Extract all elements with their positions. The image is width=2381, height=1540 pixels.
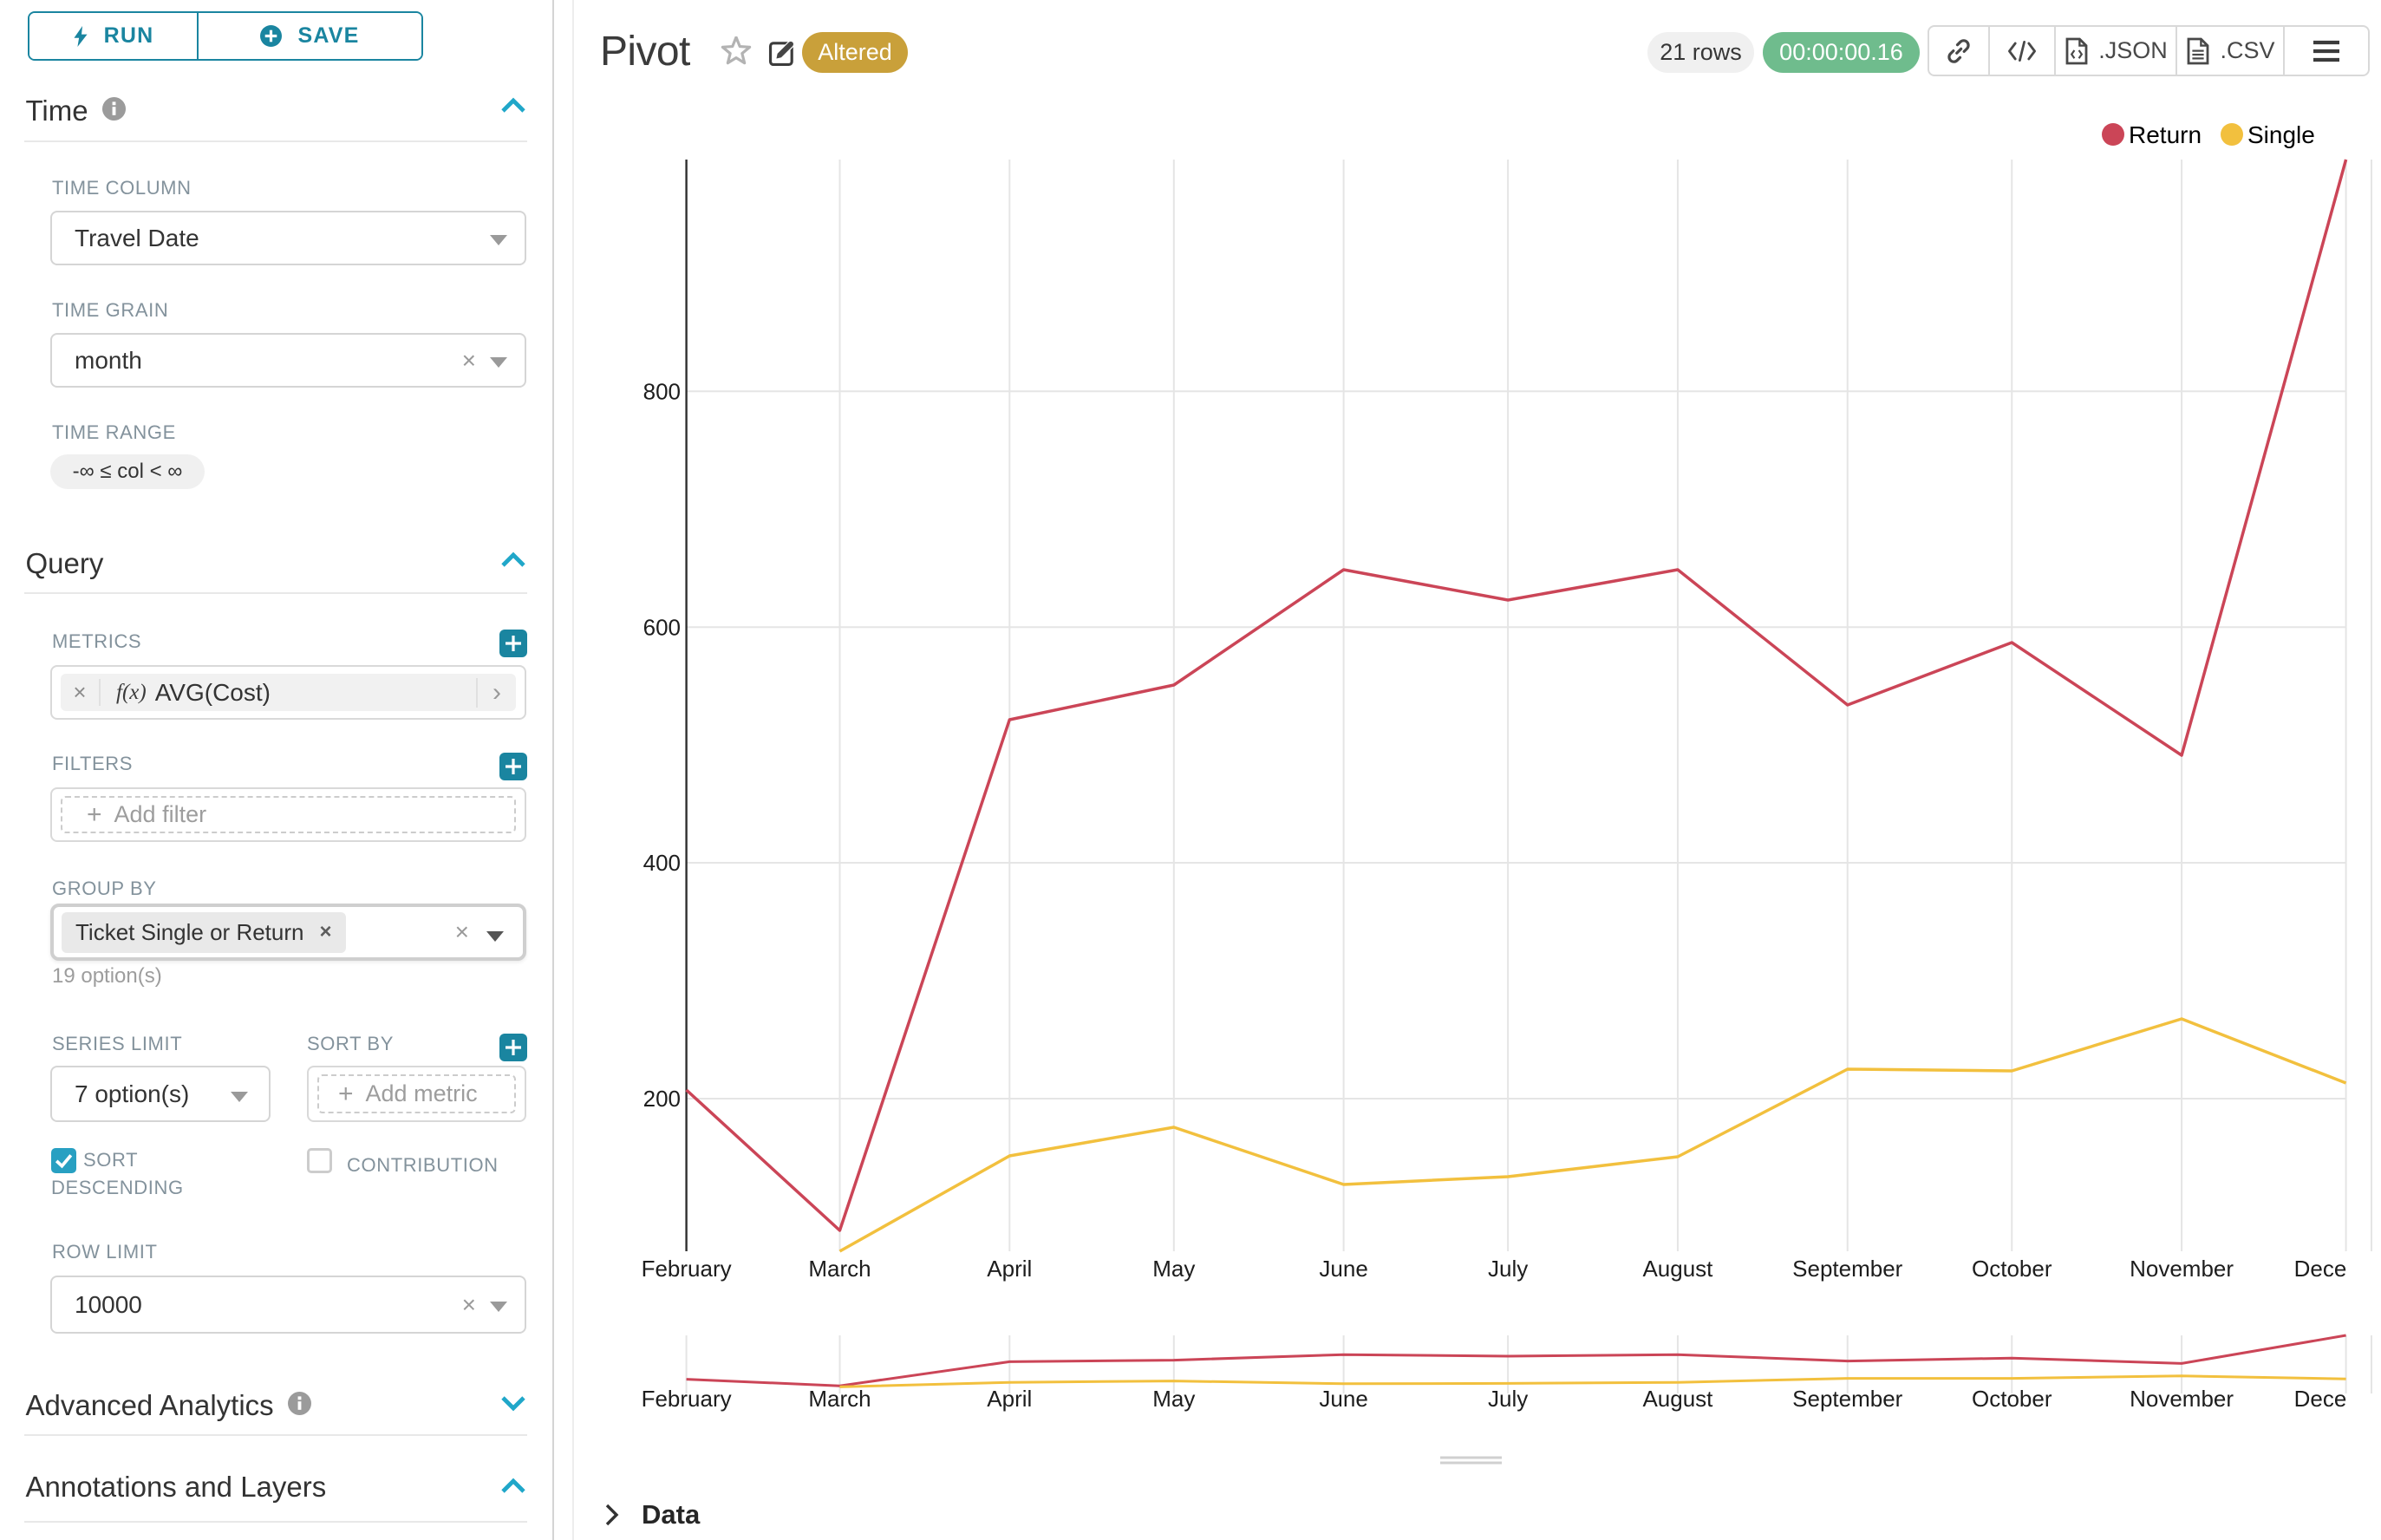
svg-text:800: 800 [643, 379, 681, 405]
svg-text:Return: Return [2129, 121, 2202, 148]
svg-text:October: October [1972, 1386, 2052, 1412]
svg-text:July: July [1488, 1386, 1528, 1412]
svg-text:June: June [1319, 1256, 1367, 1282]
svg-text:May: May [1152, 1386, 1195, 1412]
svg-text:February: February [642, 1386, 732, 1412]
svg-text:September: September [1792, 1386, 1903, 1412]
svg-text:400: 400 [643, 850, 681, 876]
svg-text:October: October [1972, 1256, 2052, 1282]
svg-text:December: December [2294, 1386, 2381, 1412]
svg-text:July: July [1488, 1256, 1528, 1282]
svg-text:August: August [1642, 1386, 1713, 1412]
svg-text:March: March [808, 1256, 871, 1282]
svg-text:June: June [1319, 1386, 1367, 1412]
svg-text:May: May [1152, 1256, 1195, 1282]
svg-text:200: 200 [643, 1086, 681, 1112]
svg-text:February: February [642, 1256, 732, 1282]
svg-text:April: April [987, 1256, 1032, 1282]
svg-text:600: 600 [643, 615, 681, 641]
svg-text:August: August [1642, 1256, 1713, 1282]
svg-text:March: March [808, 1386, 871, 1412]
svg-text:Single: Single [2247, 121, 2315, 148]
svg-text:April: April [987, 1386, 1032, 1412]
svg-text:September: September [1792, 1256, 1903, 1282]
svg-text:November: November [2130, 1386, 2234, 1412]
svg-text:December: December [2294, 1256, 2381, 1282]
svg-text:November: November [2130, 1256, 2234, 1282]
